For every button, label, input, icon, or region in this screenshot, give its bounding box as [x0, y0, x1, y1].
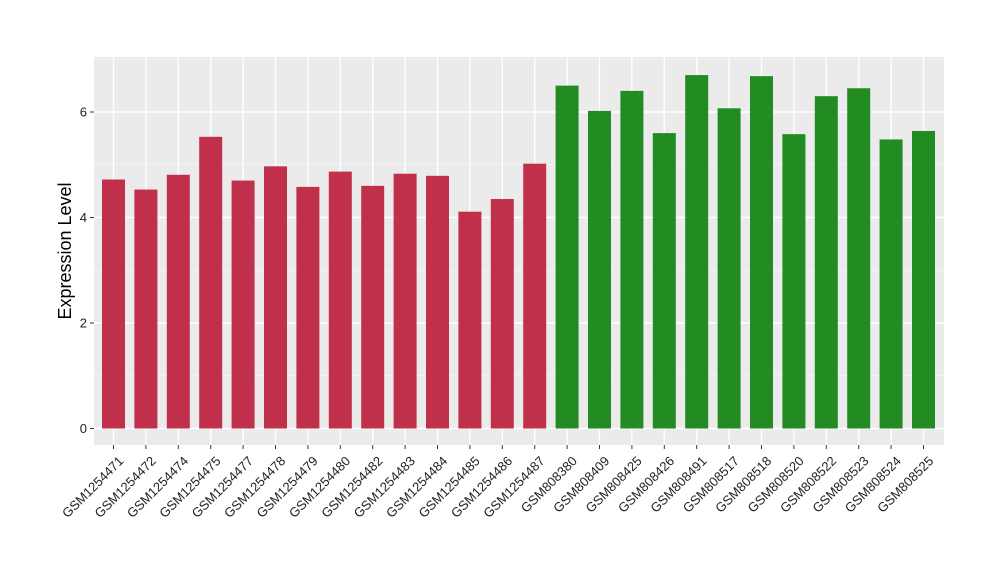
bar-gsm1254483	[393, 173, 417, 429]
bar-gsm1254478	[264, 166, 287, 429]
bar-gsm1254477	[231, 180, 255, 429]
bar-gsm808409	[588, 110, 611, 429]
bar-gsm808520	[782, 134, 806, 429]
bar-gsm808525	[912, 130, 935, 429]
bar-gsm808380	[555, 85, 579, 429]
bar-gsm808425	[620, 90, 644, 429]
bar-gsm1254485	[458, 211, 482, 429]
bar-gsm808426	[652, 133, 676, 429]
bars	[102, 75, 935, 429]
bar-gsm808491	[685, 75, 709, 429]
y-tick-label: 2	[80, 316, 87, 331]
bar-gsm808517	[717, 108, 741, 429]
bar-gsm1254471	[102, 179, 125, 429]
bar-gsm1254487	[523, 163, 547, 429]
y-tick-label: 0	[80, 421, 87, 436]
bar-gsm808522	[814, 96, 838, 429]
bar-gsm1254475	[199, 136, 223, 429]
y-axis-title: Expression Level	[55, 182, 75, 319]
bar-gsm808523	[847, 88, 871, 429]
bar-gsm808524	[879, 139, 903, 429]
bar-gsm1254480	[328, 171, 352, 429]
y-axis: 0 2 4 6	[80, 105, 94, 436]
bar-gsm808518	[750, 76, 773, 429]
bar-gsm1254474	[166, 174, 190, 429]
bar-gsm1254486	[490, 199, 514, 429]
bar-gsm1254479	[296, 186, 320, 429]
x-axis: GSM1254471GSM1254472GSM1254474GSM1254475…	[59, 445, 936, 521]
bar-gsm1254482	[361, 185, 385, 429]
y-tick-label: 6	[80, 105, 87, 120]
y-tick-label: 4	[80, 210, 87, 225]
bar-gsm1254484	[426, 175, 449, 429]
bar-gsm1254472	[134, 189, 158, 429]
